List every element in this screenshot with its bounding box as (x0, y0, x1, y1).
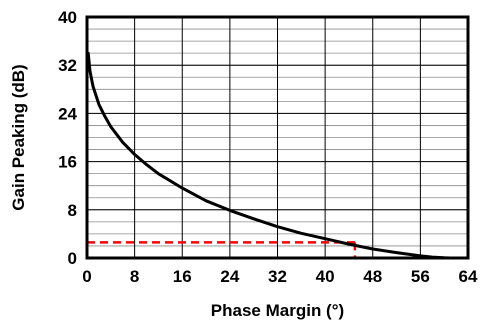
annotation-layer (87, 241, 357, 258)
y-axis-title: Gain Peaking (dB) (9, 64, 28, 210)
x-tick-label: 32 (268, 267, 287, 286)
x-axis-title: Phase Margin (°) (211, 301, 344, 320)
series-line-0 (86, 51, 452, 260)
x-tick-label: 48 (363, 267, 382, 286)
y-tick-label: 32 (58, 56, 77, 75)
grid-layer (87, 17, 468, 258)
x-tick-label: 56 (411, 267, 430, 286)
y-tick-label: 40 (58, 8, 77, 27)
series-layer (86, 51, 452, 260)
y-tick-label: 8 (68, 201, 77, 220)
x-tick-label: 40 (316, 267, 335, 286)
y-tick-label: 16 (58, 153, 77, 172)
y-tick-labels: 0 8 16 24 32 40 (58, 8, 77, 268)
x-tick-label: 24 (220, 267, 239, 286)
x-tick-label: 8 (130, 267, 139, 286)
y-tick-label: 0 (68, 249, 77, 268)
plot-frame (85, 15, 470, 260)
x-tick-label: 0 (82, 267, 91, 286)
x-tick-label: 16 (173, 267, 192, 286)
x-tick-labels: 0 8 16 24 32 40 48 56 64 (82, 267, 478, 286)
y-tick-label: 24 (58, 104, 77, 123)
x-tick-label: 64 (459, 267, 478, 286)
